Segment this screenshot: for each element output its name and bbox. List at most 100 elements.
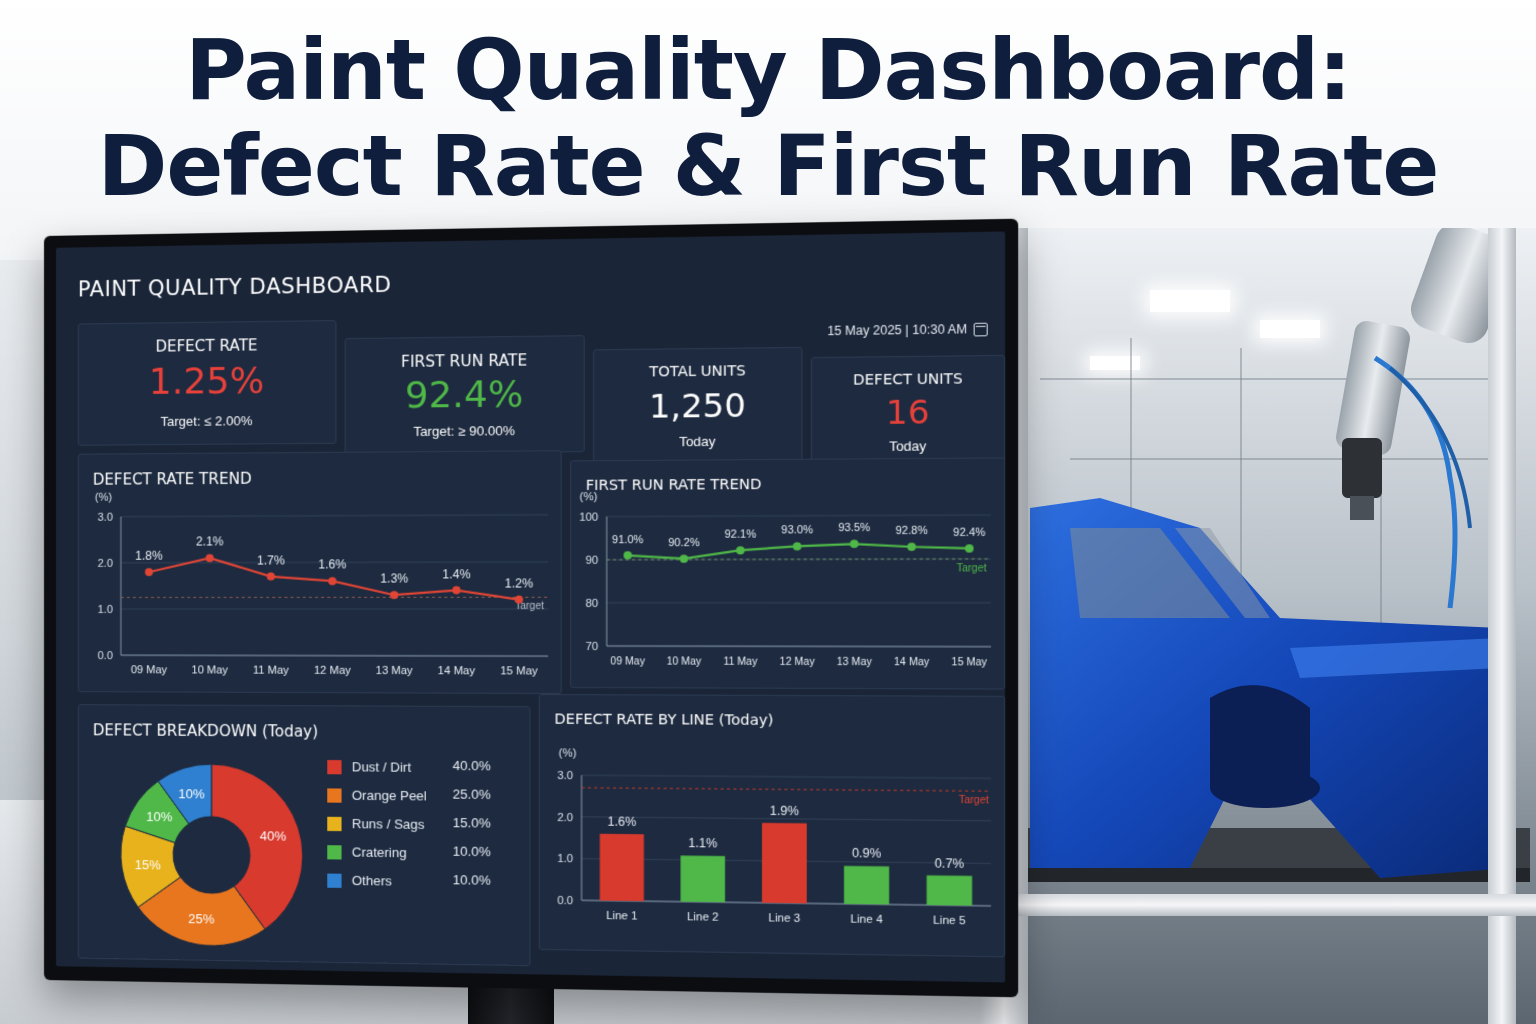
target-line (607, 559, 991, 560)
data-point (850, 540, 859, 548)
gridline (582, 775, 991, 778)
panel-defect-rate-by-line[interactable]: DEFECT RATE BY LINE (Today) (%) 0.0 1.0 2.0… (539, 694, 1005, 957)
y-axis-unit-label: (%) (579, 491, 597, 503)
legend-label: Cratering (352, 844, 407, 860)
data-label: 2.1% (196, 535, 224, 549)
y-tick-label: 2.0 (98, 558, 113, 570)
datetime-text: 15 May 2025 | 10:30 AM (827, 322, 967, 338)
panel-defect-breakdown[interactable]: DEFECT BREAKDOWN (Today) 40% 25% 15% 10% 10%… (78, 704, 531, 966)
target-label: Target (957, 563, 987, 575)
y-axis-unit-label: (%) (95, 492, 112, 504)
bar-value-label: 1.6% (607, 814, 636, 829)
kpi-card-defect-units[interactable]: DEFECT UNITS 16 Today (811, 355, 1005, 469)
gridline (607, 515, 991, 517)
y-tick-label: 0.0 (557, 895, 573, 908)
y-tick-label: 3.0 (98, 512, 113, 524)
legend-value: 15.0% (453, 815, 491, 831)
kpi-label: FIRST RUN RATE (346, 351, 584, 372)
bar (844, 866, 889, 905)
x-tick-label: 09 May (131, 664, 168, 676)
x-tick-label: Line 1 (606, 910, 637, 923)
data-label: 1.6% (318, 558, 346, 572)
kpi-card-defect-rate[interactable]: DEFECT RATE 1.25% Target: ≤ 2.00% (78, 320, 337, 446)
legend-label: Runs / Sags (352, 816, 425, 832)
legend-item: Runs / Sags 15.0% (327, 814, 492, 844)
headline-line-1: Paint Quality Dashboard: (0, 22, 1536, 118)
target-label: Target (959, 795, 989, 807)
data-label: 93.5% (838, 523, 870, 535)
bar (600, 834, 644, 901)
x-tick-label: 14 May (894, 657, 929, 669)
booth-frame (980, 894, 1536, 916)
dashboard-title: PAINT QUALITY DASHBOARD (78, 273, 392, 302)
x-tick-label: Line 2 (687, 911, 719, 924)
slice-label: 10% (178, 786, 205, 801)
y-tick-label: 0.0 (98, 650, 113, 662)
legend-label: Others (352, 873, 392, 889)
first-run-rate-trend-chart: (%)708090100Target91.0% 90.2%92.1% 93.0% 93… (571, 458, 1005, 690)
paint-booth-photo (980, 228, 1536, 1024)
legend-item: Others 10.0% (327, 871, 492, 902)
y-tick-label: 1.0 (98, 604, 113, 616)
legend-swatch (327, 874, 341, 888)
data-label: 1.8% (135, 549, 163, 563)
defect-rate-by-line-chart: (%) 0.0 1.0 2.0 3.0 Target 1.6% Line 1 1.1% Line … (540, 695, 1005, 958)
panel-first-run-rate-trend[interactable]: FIRST RUN RATE TREND (%) 70 80 90 100 Target 9… (570, 457, 1005, 689)
legend-value: 10.0% (453, 844, 491, 860)
data-label: 1.4% (442, 567, 471, 581)
legend-label: Dust / Dirt (352, 759, 411, 775)
bar-value-label: 1.9% (770, 803, 800, 818)
y-tick-label: 70 (586, 641, 599, 653)
x-tick-label: 09 May (610, 656, 644, 667)
bar (927, 875, 972, 905)
data-label: 92.1% (725, 530, 757, 542)
data-label: 91.0% (612, 535, 643, 546)
x-axis (121, 655, 548, 656)
panel-defect-rate-trend[interactable]: DEFECT RATE TREND (%) 0.0 1.0 2.0 3.0 Target 1… (78, 450, 562, 694)
data-point (267, 572, 275, 580)
kpi-value: 92.4% (346, 373, 584, 417)
data-label: 1.3% (380, 572, 408, 586)
y-tick-label: 3.0 (557, 770, 573, 782)
y-tick-label: 80 (586, 598, 599, 610)
defect-breakdown-donut: 40%25%15%10%10% (79, 705, 321, 963)
legend-item: Orange Peel 25.0% (327, 785, 492, 815)
kpi-target: Target: ≤ 2.00% (79, 412, 336, 429)
breakdown-legend: Dust / Dirt 40.0% Orange Peel 25.0% Runs / S… (327, 757, 492, 901)
kpi-card-first-run-rate[interactable]: FIRST RUN RATE 92.4% Target: ≥ 90.00% (345, 335, 585, 454)
data-label: 90.2% (668, 538, 699, 549)
datetime-display[interactable]: 15 May 2025 | 10:30 AM (827, 322, 988, 339)
data-point (965, 544, 974, 552)
x-axis (607, 646, 991, 647)
x-tick-label: 13 May (837, 657, 872, 669)
headline-line-2: Defect Rate & First Run Rate (0, 118, 1536, 214)
kpi-sub: Today (594, 433, 801, 450)
data-point (390, 591, 398, 599)
calendar-icon[interactable] (974, 322, 988, 336)
legend-item: Cratering 10.0% (327, 842, 492, 872)
x-tick-label: 12 May (314, 665, 351, 677)
data-point (907, 543, 916, 551)
x-tick-label: Line 4 (850, 913, 882, 926)
data-label: 1.7% (257, 553, 285, 567)
bar (681, 856, 725, 903)
gridline (121, 515, 548, 517)
bar-value-label: 0.9% (852, 846, 882, 861)
data-point (328, 577, 336, 585)
kpi-target: Target: ≥ 90.00% (346, 422, 584, 439)
legend-swatch (327, 788, 341, 802)
x-tick-label: Line 3 (768, 912, 800, 925)
slice-label: 40% (260, 828, 287, 843)
data-label: 1.2% (505, 576, 534, 590)
legend-value: 40.0% (453, 758, 491, 774)
data-label: 93.0% (781, 525, 813, 537)
data-point (736, 546, 744, 554)
kpi-card-total-units[interactable]: TOTAL UNITS 1,250 Today (593, 347, 802, 464)
kpi-value: 1.25% (79, 360, 336, 404)
x-tick-label: 13 May (376, 665, 414, 677)
y-tick-label: 90 (586, 555, 599, 567)
data-point (515, 596, 523, 604)
headline: Paint Quality Dashboard: Defect Rate & F… (0, 22, 1536, 214)
kpi-sub: Today (812, 438, 1004, 455)
legend-swatch (327, 760, 341, 774)
